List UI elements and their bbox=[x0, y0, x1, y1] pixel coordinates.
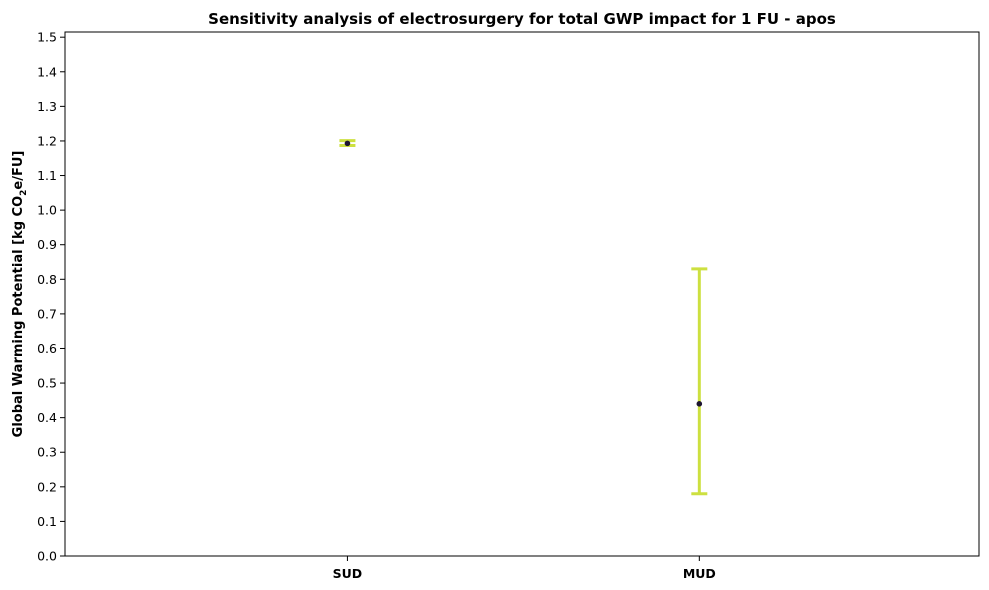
y-tick-label: 0.3 bbox=[37, 445, 57, 460]
y-tick-label: 1.1 bbox=[37, 168, 57, 183]
data-point-mud bbox=[696, 401, 703, 407]
y-tick-label: 1.3 bbox=[37, 99, 57, 114]
y-axis-ticks: 0.0 0.1 0.2 0.3 0.4 0.5 0.6 0.7 0.8 0.9 1.0 1.1 1.2 1… bbox=[37, 30, 65, 564]
y-tick-label: 0.1 bbox=[37, 514, 57, 529]
plot-area bbox=[64, 31, 980, 557]
y-axis-label-tail: e/FU] bbox=[11, 151, 26, 190]
y-tick-label: 0.8 bbox=[37, 272, 57, 287]
data-point-sud bbox=[344, 140, 351, 147]
y-tick-label: 1.5 bbox=[37, 30, 57, 45]
data-marks bbox=[339, 139, 708, 496]
y-axis-label-subscript: 2 bbox=[19, 190, 29, 196]
y-tick-label: 0.9 bbox=[37, 237, 57, 252]
x-axis-ticks: SUD MUD bbox=[333, 556, 716, 581]
y-tick-label: 0.0 bbox=[37, 549, 57, 564]
chart-title: Sensitivity analysis of electrosurgery f… bbox=[208, 10, 836, 28]
y-tick-label: 1.4 bbox=[37, 64, 57, 79]
x-tick-label: SUD bbox=[333, 566, 363, 581]
y-tick-label: 1.0 bbox=[37, 203, 57, 218]
y-tick-label: 0.2 bbox=[37, 479, 57, 494]
y-tick-label: 0.4 bbox=[37, 410, 57, 425]
y-tick-label: 0.5 bbox=[37, 376, 57, 391]
y-tick-label: 0.6 bbox=[37, 341, 57, 356]
y-tick-label: 0.7 bbox=[37, 306, 57, 321]
y-axis-label: Global Warming Potential [kg CO2e/FU] bbox=[11, 151, 29, 438]
y-tick-label: 1.2 bbox=[37, 133, 57, 148]
y-axis-label-main: Global Warming Potential [kg CO bbox=[11, 196, 26, 437]
x-tick-label: MUD bbox=[683, 566, 716, 581]
